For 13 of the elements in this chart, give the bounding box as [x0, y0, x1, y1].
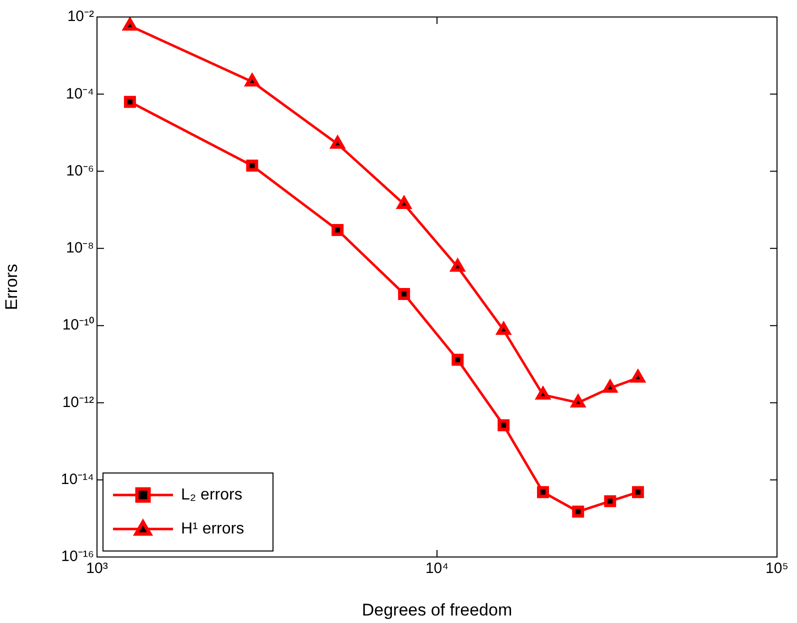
y-axis-title: Errors [2, 264, 21, 310]
x-tick-label: 10⁵ [766, 560, 788, 578]
y-tick-label: 10⁻² [67, 8, 94, 26]
y-tick-label: 10⁻⁴ [66, 85, 94, 102]
y-tick-label: 10⁻¹⁰ [62, 316, 94, 334]
x-axis-title: Degrees of freedom [362, 600, 512, 620]
legend-label: L₂ errors [181, 486, 242, 504]
x-tick-label: 10⁴ [425, 560, 449, 578]
y-tick-label: 10⁻¹² [62, 394, 94, 411]
legend-label: H¹ errors [181, 520, 244, 538]
y-tick-label: 10⁻⁸ [66, 240, 94, 257]
y-tick-label: 10⁻¹⁴ [60, 471, 94, 488]
y-tick-label: 10⁻⁶ [66, 162, 94, 180]
